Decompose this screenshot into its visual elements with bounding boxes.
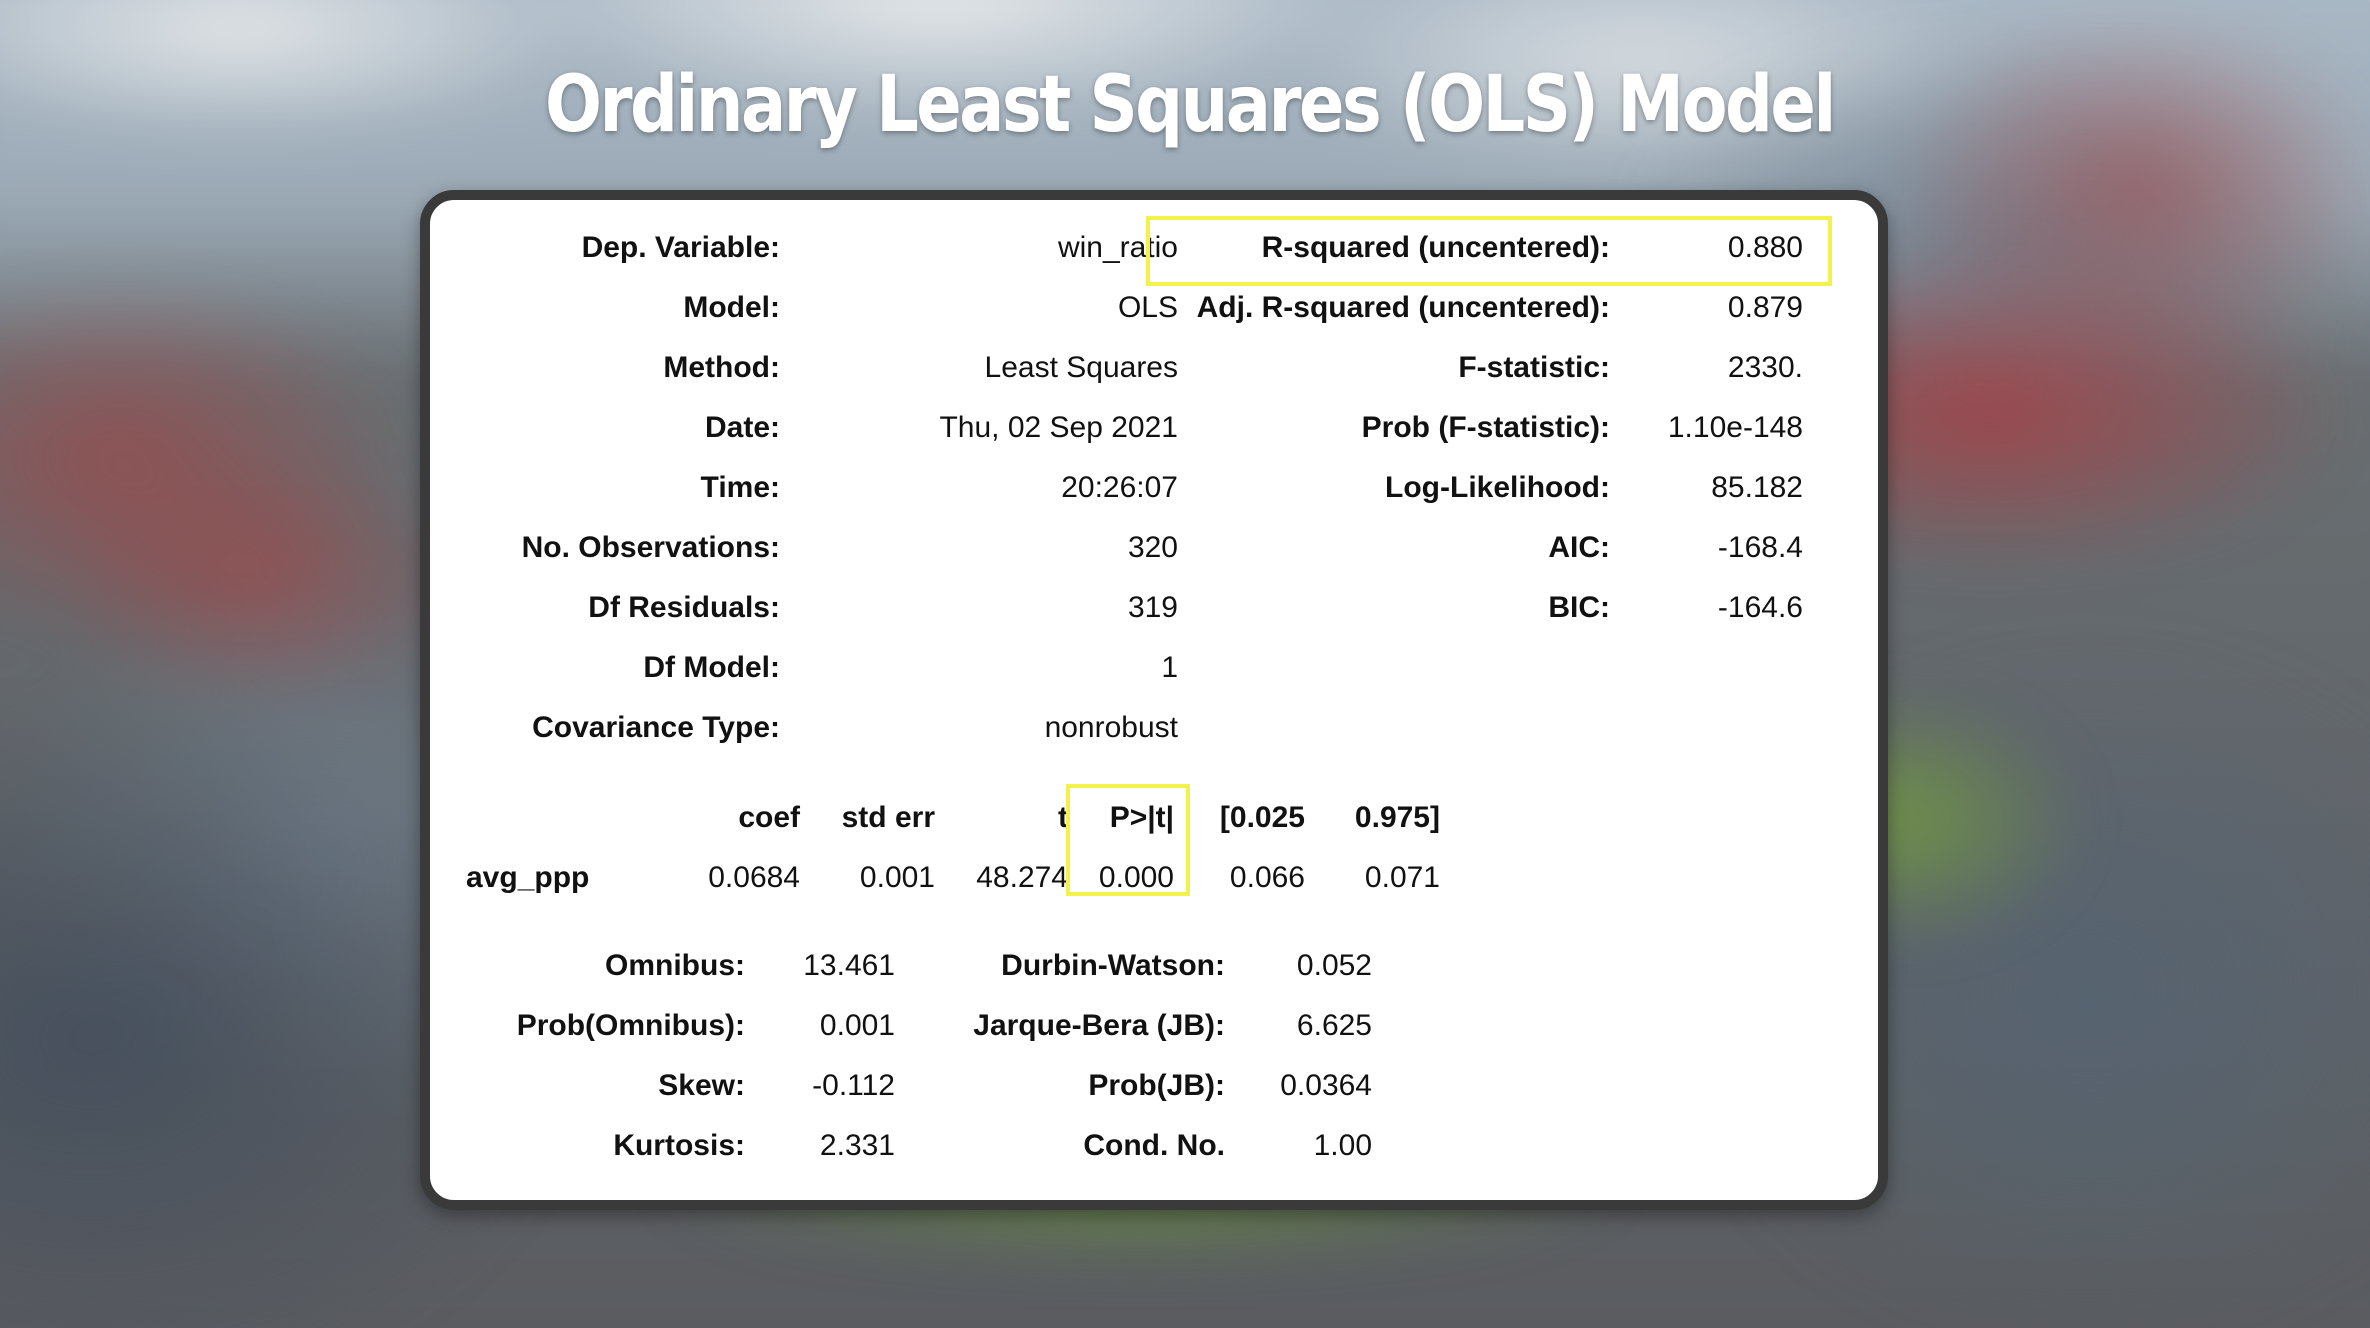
diag-value: 0.0364 bbox=[1280, 1069, 1372, 1102]
coef-header: t bbox=[1058, 801, 1068, 834]
coef-row-name: avg_ppp bbox=[466, 861, 590, 894]
coef-cell: 48.274 bbox=[976, 861, 1068, 894]
stat-label: No. Observations: bbox=[521, 531, 780, 564]
stat-label: Method: bbox=[663, 351, 780, 384]
diag-value: 13.461 bbox=[803, 949, 895, 982]
stat-label: Date: bbox=[704, 411, 780, 444]
stat-label: Adj. R-squared (uncentered): bbox=[1196, 291, 1610, 324]
coef-header: [0.025 bbox=[1219, 801, 1305, 834]
stat-label: Model: bbox=[683, 291, 780, 324]
stat-value: 85.182 bbox=[1711, 471, 1803, 504]
coef-header: 0.975] bbox=[1354, 801, 1440, 834]
diag-label: Omnibus: bbox=[605, 949, 745, 982]
stat-value: 319 bbox=[1127, 591, 1178, 624]
stat-value: 0.879 bbox=[1727, 291, 1803, 324]
coef-header: P>|t| bbox=[1109, 801, 1174, 834]
diag-label: Durbin-Watson: bbox=[1001, 949, 1225, 982]
diag-label: Skew: bbox=[658, 1069, 745, 1102]
stat-label: Prob (F-statistic): bbox=[1361, 411, 1610, 444]
diag-label: Cond. No. bbox=[1083, 1129, 1225, 1162]
stat-value: 320 bbox=[1127, 531, 1178, 564]
r-squared-highlight bbox=[1146, 216, 1832, 286]
coef-cell: 0.0684 bbox=[708, 861, 800, 894]
stat-value: 1 bbox=[1161, 651, 1178, 684]
p-value-highlight bbox=[1066, 784, 1190, 896]
stat-value: 1.10e-148 bbox=[1667, 411, 1803, 444]
stat-label: Df Model: bbox=[643, 651, 780, 684]
page-title: Ordinary Least Squares (OLS) Model bbox=[545, 60, 1836, 150]
stat-label: Covariance Type: bbox=[532, 711, 780, 744]
coef-cell: 0.001 bbox=[859, 861, 935, 894]
stat-value: 0.880 bbox=[1727, 231, 1803, 264]
stat-value: 2330. bbox=[1727, 351, 1803, 384]
stat-value: -164.6 bbox=[1717, 591, 1803, 624]
coef-header: coef bbox=[738, 801, 800, 834]
diag-value: 6.625 bbox=[1296, 1009, 1372, 1042]
diag-value: 0.001 bbox=[819, 1009, 895, 1042]
diag-value: 0.052 bbox=[1296, 949, 1372, 982]
stat-label: Df Residuals: bbox=[588, 591, 780, 624]
diag-value: 2.331 bbox=[819, 1129, 895, 1162]
stat-value: OLS bbox=[1117, 291, 1178, 324]
stat-value: nonrobust bbox=[1044, 711, 1178, 744]
stat-value: Thu, 02 Sep 2021 bbox=[939, 411, 1178, 444]
diag-label: Jarque-Bera (JB): bbox=[973, 1009, 1225, 1042]
stat-label: AIC: bbox=[1548, 531, 1610, 564]
stat-value: Least Squares bbox=[984, 351, 1178, 384]
stat-value: win_ratio bbox=[1057, 231, 1178, 264]
coef-cell: 0.071 bbox=[1364, 861, 1440, 894]
diag-label: Prob(Omnibus): bbox=[516, 1009, 745, 1042]
stat-label: BIC: bbox=[1548, 591, 1610, 624]
diag-value: -0.112 bbox=[812, 1069, 895, 1102]
coef-header: std err bbox=[841, 801, 935, 834]
stat-label: Time: bbox=[700, 471, 780, 504]
coef-cell: 0.000 bbox=[1098, 861, 1174, 894]
stat-label: Dep. Variable: bbox=[581, 231, 780, 264]
diag-label: Prob(JB): bbox=[1088, 1069, 1225, 1102]
ols-summary-card: Dep. Variable: win_ratio Model: OLS Meth… bbox=[420, 190, 1888, 1210]
stat-label: F-statistic: bbox=[1458, 351, 1610, 384]
diag-value: 1.00 bbox=[1313, 1129, 1372, 1162]
stat-label: R-squared (uncentered): bbox=[1261, 231, 1610, 264]
diag-label: Kurtosis: bbox=[613, 1129, 745, 1162]
stat-label: Log-Likelihood: bbox=[1385, 471, 1610, 504]
stat-value: 20:26:07 bbox=[1061, 471, 1178, 504]
stat-value: -168.4 bbox=[1717, 531, 1803, 564]
coef-cell: 0.066 bbox=[1229, 861, 1305, 894]
